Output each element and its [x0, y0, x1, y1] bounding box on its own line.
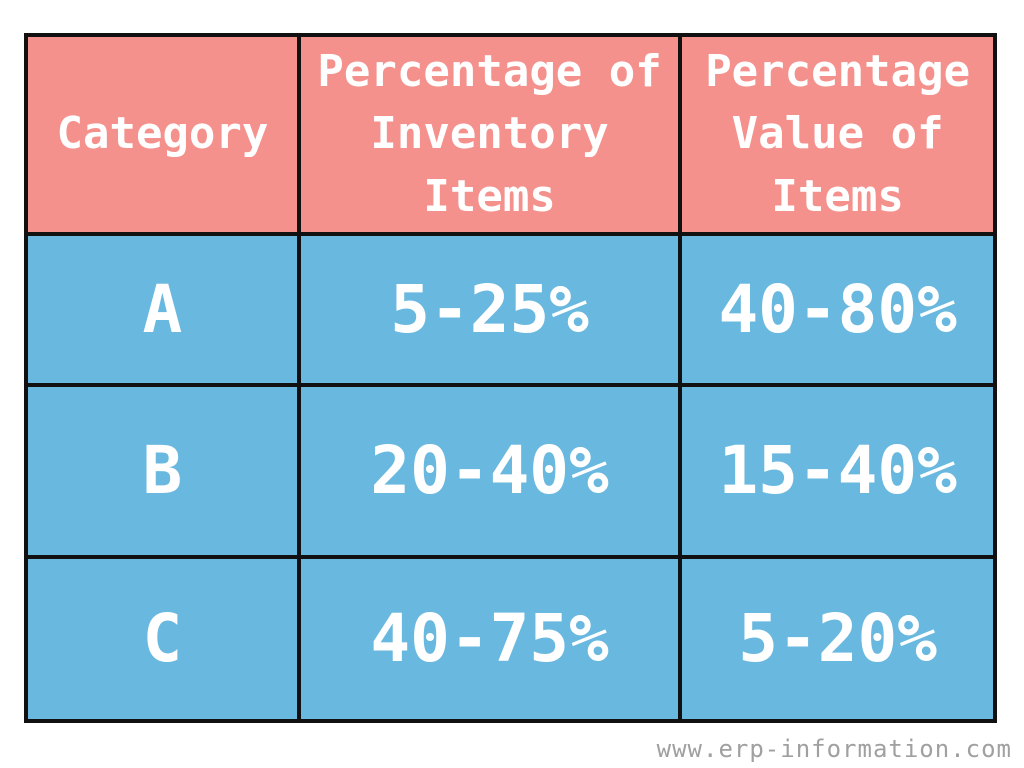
- watermark-url: www.erp-information.com: [656, 735, 1012, 763]
- cell-b-inventory-percentage: 20-40%: [298, 384, 681, 557]
- category-c-label: C: [142, 600, 183, 678]
- c-value-percentage-value: 5-20%: [738, 600, 937, 678]
- category-a-label: A: [142, 270, 183, 348]
- cell-c-value-percentage: 5-20%: [680, 556, 995, 721]
- cell-category-c: C: [26, 556, 299, 721]
- header-cell-value-percentage: Percentage Value of Items: [680, 35, 995, 234]
- cell-a-value-percentage: 40-80%: [680, 233, 995, 385]
- header-cell-inventory-percentage: Percentage of Inventory Items: [298, 35, 681, 234]
- abc-analysis-table: Category Percentage of Inventory Items P…: [24, 33, 997, 723]
- b-value-percentage-value: 15-40%: [718, 432, 957, 510]
- cell-a-inventory-percentage: 5-25%: [298, 233, 681, 385]
- cell-category-a: A: [26, 233, 299, 385]
- header-label-category: Category: [56, 108, 269, 160]
- b-inventory-percentage-value: 20-40%: [370, 432, 609, 510]
- header-cell-category: Category: [26, 35, 299, 234]
- cell-b-value-percentage: 15-40%: [680, 384, 995, 557]
- category-b-label: B: [142, 432, 183, 510]
- cell-c-inventory-percentage: 40-75%: [298, 556, 681, 721]
- a-inventory-percentage-value: 5-25%: [390, 270, 589, 348]
- cell-category-b: B: [26, 384, 299, 557]
- header-label-inventory-percentage: Percentage of Inventory Items: [317, 45, 662, 222]
- a-value-percentage-value: 40-80%: [718, 270, 957, 348]
- c-inventory-percentage-value: 40-75%: [370, 600, 609, 678]
- header-label-value-percentage: Percentage Value of Items: [705, 45, 971, 222]
